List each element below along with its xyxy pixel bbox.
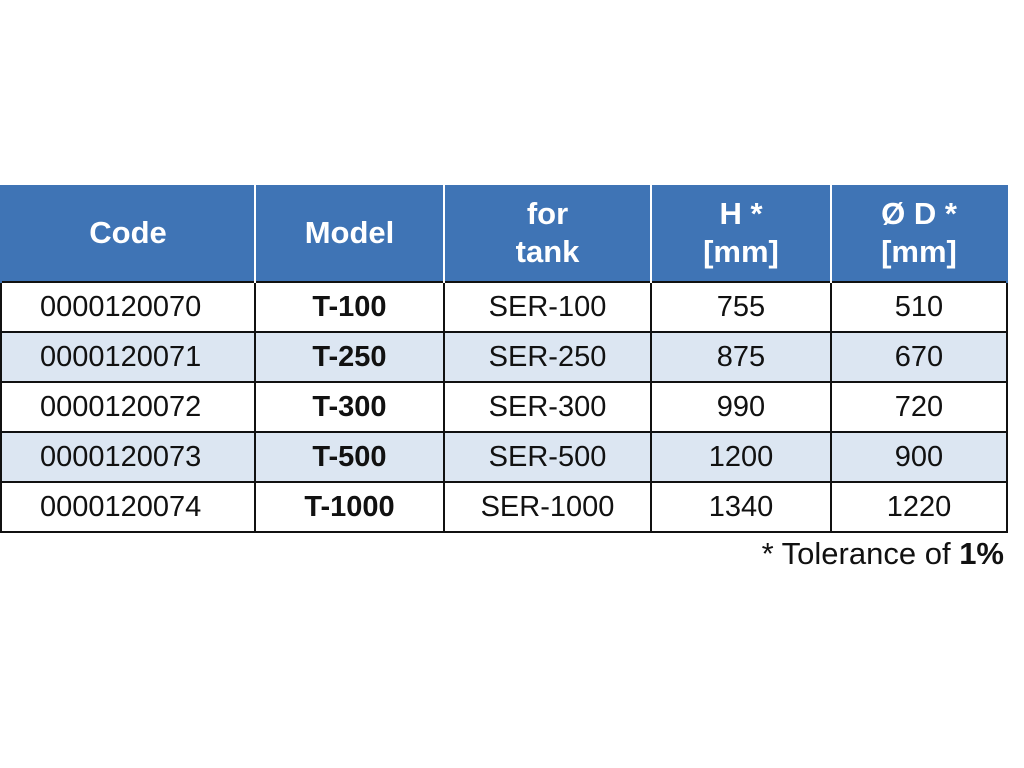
cell-code: 0000120074	[0, 481, 256, 533]
header-model-label: Model	[304, 215, 395, 250]
cell-diameter: 900	[830, 431, 1008, 483]
header-diameter-line1: Ø D *	[881, 196, 957, 231]
header-tank: for tank	[443, 185, 652, 282]
table-row: 0000120073 T-500 SER-500 1200 900	[0, 431, 1008, 483]
cell-height: 755	[650, 281, 832, 333]
table-header: Code Model for tank H * [mm] Ø D * [mm]	[0, 185, 1008, 282]
header-row: Code Model for tank H * [mm] Ø D * [mm]	[0, 185, 1008, 282]
header-code: Code	[0, 185, 256, 282]
cell-height: 875	[650, 331, 832, 383]
cell-tank: SER-100	[443, 281, 652, 333]
cell-tank: SER-300	[443, 381, 652, 433]
header-diameter: Ø D * [mm]	[830, 185, 1008, 282]
table-row: 0000120074 T-1000 SER-1000 1340 1220	[0, 481, 1008, 533]
cell-diameter: 670	[830, 331, 1008, 383]
cell-diameter: 720	[830, 381, 1008, 433]
header-tank-line1: for	[526, 196, 569, 231]
cell-model: T-300	[254, 381, 445, 433]
cell-tank: SER-1000	[443, 481, 652, 533]
cell-code: 0000120070	[0, 281, 256, 333]
header-tank-line2: tank	[515, 234, 580, 269]
spec-table: Code Model for tank H * [mm] Ø D * [mm]	[0, 185, 1008, 533]
cell-diameter: 510	[830, 281, 1008, 333]
cell-tank: SER-250	[443, 331, 652, 383]
cell-tank: SER-500	[443, 431, 652, 483]
cell-code: 0000120071	[0, 331, 256, 383]
header-code-label: Code	[89, 215, 167, 250]
table-row: 0000120072 T-300 SER-300 990 720	[0, 381, 1008, 433]
header-model: Model	[254, 185, 445, 282]
header-height-line1: H *	[719, 196, 763, 231]
footnote-prefix: * Tolerance of	[761, 536, 960, 571]
cell-code: 0000120072	[0, 381, 256, 433]
header-height: H * [mm]	[650, 185, 832, 282]
cell-height: 990	[650, 381, 832, 433]
cell-height: 1200	[650, 431, 832, 483]
table-row: 0000120070 T-100 SER-100 755 510	[0, 281, 1008, 333]
cell-height: 1340	[650, 481, 832, 533]
header-diameter-line2: [mm]	[881, 234, 957, 269]
table-body: 0000120070 T-100 SER-100 755 510 0000120…	[0, 281, 1008, 533]
header-height-line2: [mm]	[703, 234, 779, 269]
tolerance-footnote: * Tolerance of 1%	[762, 536, 1004, 572]
cell-model: T-1000	[254, 481, 445, 533]
cell-code: 0000120073	[0, 431, 256, 483]
footnote-value: 1%	[959, 536, 1004, 571]
cell-diameter: 1220	[830, 481, 1008, 533]
cell-model: T-250	[254, 331, 445, 383]
cell-model: T-100	[254, 281, 445, 333]
cell-model: T-500	[254, 431, 445, 483]
table-row: 0000120071 T-250 SER-250 875 670	[0, 331, 1008, 383]
